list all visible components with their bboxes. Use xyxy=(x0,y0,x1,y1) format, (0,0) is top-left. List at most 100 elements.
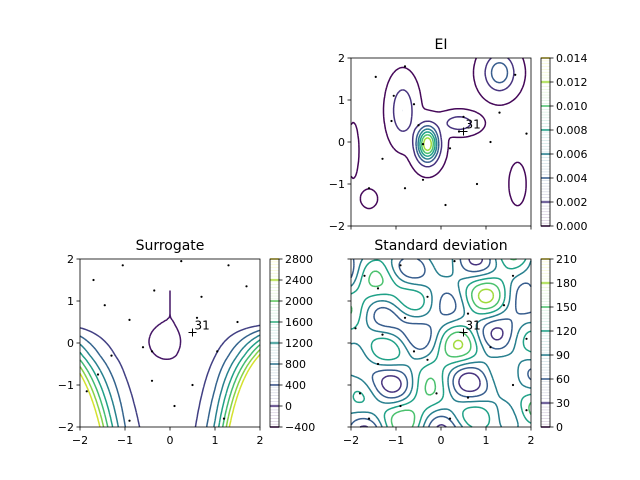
chart-std: 31 Standard deviation −2 −1 0 1 2 210 180 150 120 9… xyxy=(343,238,577,447)
contour-level-5 xyxy=(79,344,261,428)
sample-point xyxy=(525,337,528,340)
y-tick-label: −2 xyxy=(329,220,345,233)
sample-point xyxy=(381,333,384,336)
sample-point xyxy=(222,417,226,420)
x-tick-label: −2 xyxy=(343,434,359,447)
contour-level-0 xyxy=(148,290,182,361)
sample-point xyxy=(150,379,154,382)
contour-level-5 xyxy=(452,288,495,350)
colorbar-tick-label: 800 xyxy=(285,358,306,371)
colorbar-frame xyxy=(269,258,280,428)
y-tick-label: −1 xyxy=(329,178,345,191)
chart-title: Surrogate xyxy=(136,238,205,254)
colorbar-tick-label: 2000 xyxy=(285,295,313,308)
colorbar-tick-label: 1600 xyxy=(285,316,313,329)
colorbar-tick-label: 1200 xyxy=(285,337,313,350)
sample-point xyxy=(92,278,95,282)
sample-point xyxy=(363,274,366,277)
sample-point xyxy=(399,404,402,408)
colorbar-frame xyxy=(540,57,551,227)
sample-point xyxy=(381,157,384,160)
marker-label: 31 xyxy=(466,319,481,333)
colorbar: 2800 2400 2000 1600 1200 800 400 0 −400 xyxy=(269,253,315,434)
sample-point xyxy=(153,289,156,292)
colorbar: 210 180 150 120 90 60 30 0 xyxy=(540,253,577,434)
x-tick-label: 1 xyxy=(212,434,219,447)
sample-point xyxy=(466,396,470,399)
colorbar-tick-label: 0.012 xyxy=(556,76,588,89)
colorbar-tick-label: 0.002 xyxy=(556,196,588,209)
y-tick-label: −2 xyxy=(58,421,74,434)
colorbar-tick-label: 180 xyxy=(556,277,577,290)
sample-point xyxy=(128,318,131,321)
colorbar-tick-label: 90 xyxy=(556,349,570,362)
contour-level-6 xyxy=(79,349,261,428)
contour-lines xyxy=(350,258,532,428)
sample-point xyxy=(374,75,377,78)
contour-level-0 xyxy=(350,57,527,210)
sample-point xyxy=(245,285,248,288)
y-tick-label: 2 xyxy=(338,52,345,65)
sample-point xyxy=(195,316,199,319)
colorbar-tick-label: 30 xyxy=(556,397,570,410)
x-tick-label: −1 xyxy=(388,434,404,447)
sample-point xyxy=(128,419,131,422)
sample-point xyxy=(511,383,515,387)
contour-level-7 xyxy=(79,353,261,428)
sample-point xyxy=(85,390,88,393)
sample-point xyxy=(475,182,479,186)
sample-point xyxy=(180,260,183,263)
contour-level-3 xyxy=(350,258,532,428)
marker-label: 31 xyxy=(466,118,481,132)
contour-level-2 xyxy=(79,329,261,428)
colorbar-tick-label: 60 xyxy=(556,373,570,386)
y-tick-label: −1 xyxy=(58,379,74,392)
y-tick-label: 0 xyxy=(67,337,74,350)
best-point-marker xyxy=(459,328,468,337)
colorbar-tick-label: 0.006 xyxy=(556,148,588,161)
colorbar-tick-label: 0.008 xyxy=(556,124,588,137)
sample-point xyxy=(514,73,517,76)
sample-point xyxy=(150,350,154,353)
contour-level-2 xyxy=(350,258,532,428)
contour-level-6 xyxy=(422,137,433,152)
sample-point xyxy=(403,187,407,190)
sample-point xyxy=(103,304,106,307)
contour-level-3 xyxy=(417,128,438,160)
contour-lines xyxy=(79,290,261,428)
contour-level-4 xyxy=(419,131,436,158)
sample-point xyxy=(354,327,357,330)
contour-level-1 xyxy=(79,324,261,428)
sample-point xyxy=(457,130,461,133)
contour-lines xyxy=(350,57,527,210)
sample-point xyxy=(444,203,447,207)
sample-point xyxy=(448,417,452,420)
sample-point xyxy=(236,320,239,324)
x-tick-label: 2 xyxy=(528,434,535,447)
sample-point xyxy=(412,350,416,353)
colorbar-tick-label: 120 xyxy=(556,325,577,338)
contour-level-1 xyxy=(392,57,515,168)
sample-point xyxy=(96,373,100,376)
colorbar-tick-label: 210 xyxy=(556,253,577,266)
sample-point xyxy=(367,187,371,190)
sample-point xyxy=(417,124,420,127)
colorbar-tick-label: 150 xyxy=(556,301,577,314)
colorbar-tick-label: 0.004 xyxy=(556,172,588,185)
sample-point xyxy=(200,295,203,298)
sample-point xyxy=(525,132,528,135)
sample-point xyxy=(421,178,425,181)
sample-point xyxy=(453,260,456,263)
chart-ei: 31 EI 2 1 0 −1 −2 0.014 0.012 0.010 0.008 0.006 0.00… xyxy=(329,37,588,233)
colorbar-tick-label: 400 xyxy=(285,379,306,392)
contour-level-4 xyxy=(79,339,261,428)
sample-point xyxy=(392,94,395,97)
sample-point xyxy=(367,417,371,420)
sample-point xyxy=(390,119,393,123)
x-tick-label: 0 xyxy=(438,434,445,447)
sample-point xyxy=(435,392,438,395)
colorbar-tick-label: 2400 xyxy=(285,274,313,287)
sample-point xyxy=(421,143,425,146)
marker-label: 31 xyxy=(195,319,210,333)
